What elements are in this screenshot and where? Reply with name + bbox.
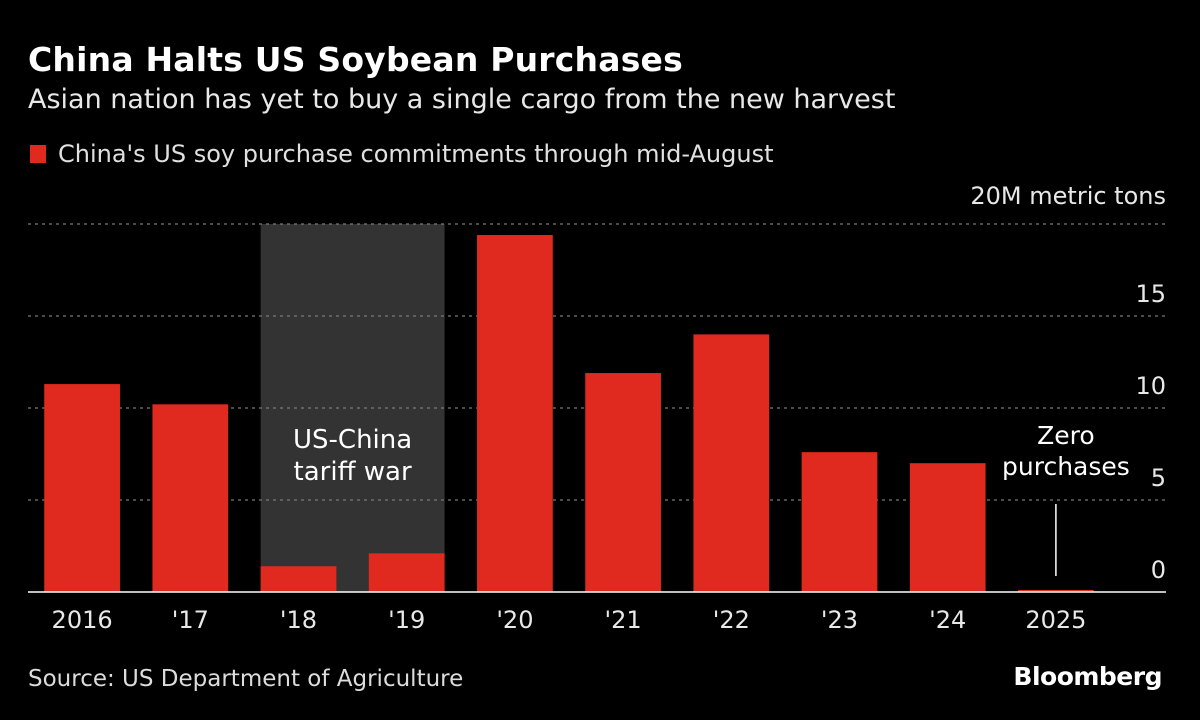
band-label-line2: tariff war (294, 457, 412, 487)
x-tick-label: '24 (929, 606, 966, 634)
x-tick-label: 2016 (52, 606, 113, 634)
y-axis-unit-label: 20M metric tons (970, 182, 1166, 210)
bar (693, 334, 770, 592)
bar (152, 404, 229, 592)
labels: 0 5 10 15 20M metric tons 2016 '17 '18 '19 '20 '21… (52, 182, 1166, 634)
legend-swatch (30, 145, 46, 163)
x-tick-label: '19 (388, 606, 425, 634)
bar (1018, 590, 1094, 592)
bar (260, 566, 337, 592)
y-tick-label: 5 (1151, 464, 1166, 492)
bar (44, 384, 120, 592)
bar (801, 452, 878, 592)
x-tick-label: 2025 (1025, 606, 1086, 634)
bloomberg-logo: Bloomberg (1013, 662, 1162, 691)
bar (477, 235, 553, 593)
x-tick-label: '20 (496, 606, 533, 634)
legend: China's US soy purchase commitments thro… (30, 140, 773, 168)
bars (44, 235, 1094, 593)
y-tick-label: 0 (1151, 556, 1166, 584)
x-tick-label: '21 (605, 606, 642, 634)
x-tick-label: '22 (713, 606, 750, 634)
bar (368, 553, 445, 592)
x-tick-label: '18 (280, 606, 317, 634)
chart-subtitle: Asian nation has yet to buy a single car… (28, 84, 896, 115)
band-label-line1: US-China (293, 425, 412, 455)
source-note: Source: US Department of Agriculture (28, 666, 464, 692)
annotation-line1: Zero (1037, 421, 1095, 450)
x-tick-label: '23 (821, 606, 858, 634)
chart-title: China Halts US Soybean Purchases (28, 40, 683, 79)
bar (585, 373, 661, 592)
legend-label: China's US soy purchase commitments thro… (58, 140, 774, 168)
y-tick-label: 15 (1135, 280, 1166, 308)
x-tick-label: '17 (172, 606, 209, 634)
y-tick-label: 10 (1135, 372, 1166, 400)
annotation-line2: purchases (1002, 452, 1130, 481)
bar (909, 463, 986, 592)
